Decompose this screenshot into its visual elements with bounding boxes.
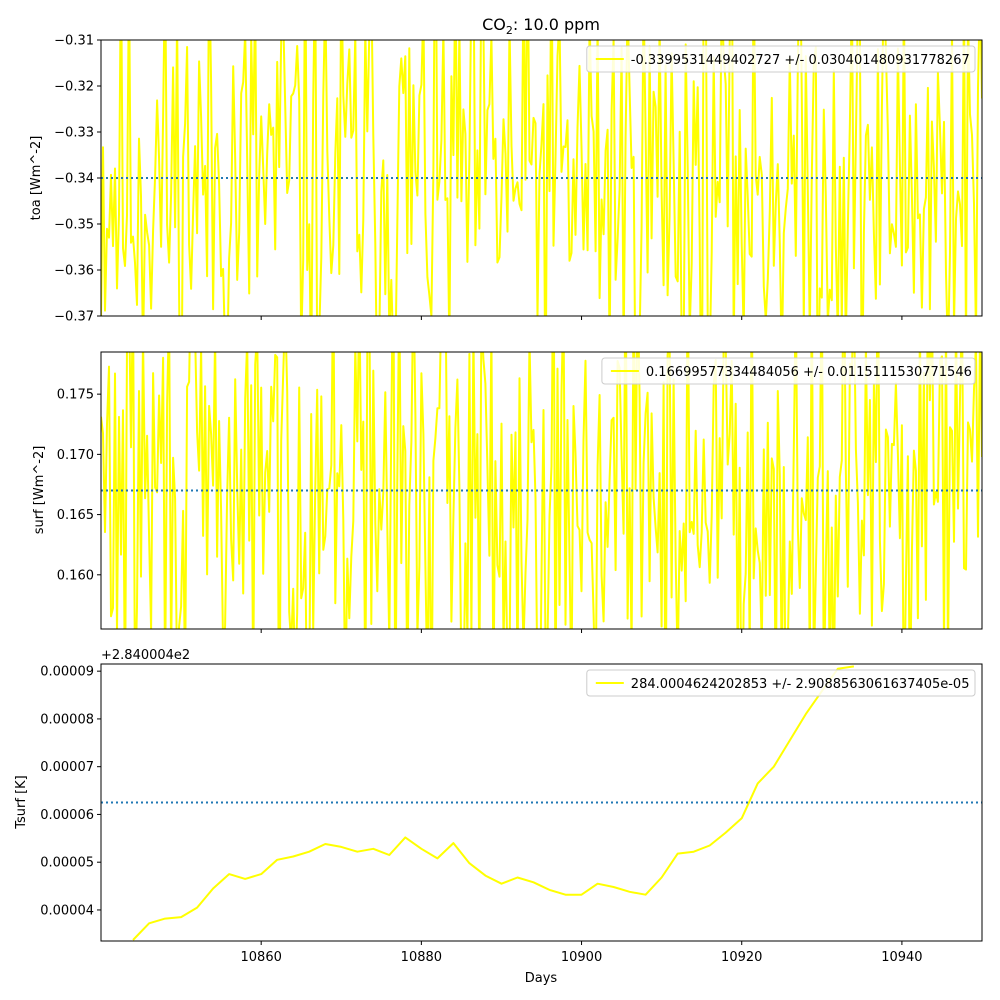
surf-axes-frame	[100, 351, 983, 630]
toa-ytick-label: −0.36	[54, 264, 94, 279]
tsurf-axes-frame	[100, 663, 983, 942]
x-axis-label: Days	[525, 971, 558, 986]
tsurf-legend-box	[586, 669, 976, 697]
tsurf-series-line	[132, 665, 855, 941]
toa-ytick-label: −0.31	[54, 34, 94, 49]
tsurf-ytick-label: 0.00007	[40, 760, 94, 775]
chart-title: CO2: 10.0 ppm	[482, 15, 600, 37]
toa-ytick-label: −0.37	[54, 310, 94, 325]
surf-ytick-label: 0.175	[57, 388, 94, 403]
toa-ytick-label: −0.33	[54, 126, 94, 141]
toa-ytick-label: −0.35	[54, 218, 94, 233]
toa-series-group	[101, 40, 982, 316]
tsurf-ytick-label: 0.00006	[40, 808, 94, 823]
toa-panel: −0.37 −0.36 −0.35 −0.34 −0.33 −0.32 −0.31 toa …	[29, 34, 983, 325]
surf-legend-box	[601, 357, 976, 385]
tsurf-ylabel: Tsurf [K]	[14, 775, 29, 830]
tsurf-ytick-label: 0.00009	[40, 665, 94, 680]
surf-legend: 0.16699577334484056 +/- 0.01151115307715…	[601, 357, 976, 385]
surf-panel: 0.160 0.165 0.170 0.175 surf [Wm^-2] 0.1669…	[32, 351, 983, 633]
tsurf-xtick-label: 10900	[561, 950, 602, 965]
tsurf-xtick-label: 10880	[401, 950, 442, 965]
surf-ylabel: surf [Wm^-2]	[32, 446, 47, 535]
toa-ytick-label: −0.34	[54, 172, 94, 187]
toa-series-line	[101, 40, 982, 316]
tsurf-legend-label: 284.0004624202853 +/- 2.9088563061637405…	[631, 677, 970, 692]
surf-ytick-label: 0.160	[57, 568, 94, 583]
surf-ytick-label: 0.170	[57, 448, 94, 463]
surf-series-line	[101, 352, 982, 629]
toa-legend: -0.3399531449402727 +/- 0.03040148093177…	[586, 45, 976, 73]
tsurf-ytick-label: 0.00008	[40, 712, 94, 727]
toa-ylabel: toa [Wm^-2]	[29, 136, 44, 221]
tsurf-ytick-label: 0.00005	[40, 856, 94, 871]
tsurf-panel: 0.00004 0.00005 0.00006 0.00007 0.00008 0.000…	[14, 648, 983, 965]
tsurf-xtick-label: 10940	[881, 950, 922, 965]
tsurf-series-group	[101, 665, 982, 941]
tsurf-xtick-label: 10860	[241, 950, 282, 965]
surf-series-group	[101, 352, 982, 629]
tsurf-legend: 284.0004624202853 +/- 2.9088563061637405…	[586, 669, 976, 697]
surf-legend-label: 0.16699577334484056 +/- 0.01151115307715…	[646, 365, 972, 380]
toa-legend-box	[586, 45, 976, 73]
toa-ytick-label: −0.32	[54, 80, 94, 95]
tsurf-xtick-label: 10920	[721, 950, 762, 965]
toa-legend-label: -0.3399531449402727 +/- 0.03040148093177…	[631, 53, 970, 68]
tsurf-ytick-label: 0.00004	[40, 903, 94, 918]
tsurf-offset-label: +2.840004e2	[101, 648, 190, 663]
surf-ytick-label: 0.165	[57, 508, 94, 523]
